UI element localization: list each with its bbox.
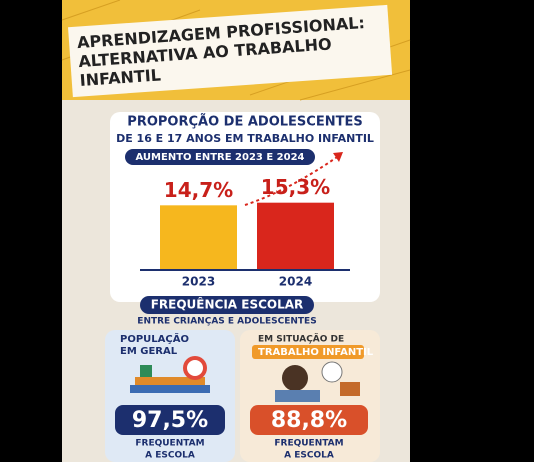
group-value: 97,5%	[132, 408, 208, 433]
group-value: 88,8%	[271, 408, 347, 433]
chart-heading: DE 16 E 17 ANOS EM TRABALHO INFANTIL	[116, 132, 374, 145]
group-caption: A ESCOLA	[284, 451, 334, 461]
value-pill	[250, 405, 368, 435]
trend-arrow	[244, 154, 341, 206]
group-label: EM GERAL	[120, 346, 178, 357]
trend-arrowhead	[333, 152, 343, 162]
worker-illustration	[275, 361, 360, 402]
chart-subtitle: AUMENTO ENTRE 2023 E 2024	[136, 152, 305, 163]
books-illustration	[130, 356, 210, 393]
group-label: POPULAÇÃO	[120, 332, 189, 345]
bar	[257, 202, 334, 270]
attendance-pill	[140, 296, 314, 314]
label-highlight	[252, 345, 364, 359]
title-card: APRENDIZAGEM PROFISSIONAL: ALTERNATIVA A…	[68, 4, 393, 98]
group-label: EM SITUAÇÃO DE	[258, 334, 344, 345]
subtitle-pill	[125, 149, 315, 165]
bar-value-label: 15,3%	[261, 175, 330, 199]
attendance-heading: FREQUÊNCIA ESCOLAR	[151, 297, 304, 312]
chart-heading: PROPORÇÃO DE ADOLESCENTES	[127, 114, 362, 130]
category-label: 2023	[182, 275, 215, 289]
bar	[160, 205, 237, 270]
group-label: TRABALHO INFANTIL	[258, 347, 374, 358]
attendance-subtitle: ENTRE CRIANÇAS E ADOLESCENTES	[137, 317, 316, 327]
bars: 14,7% 2023 15,3% 2024	[160, 175, 334, 289]
category-label: 2024	[279, 275, 312, 289]
title-bg	[68, 4, 393, 98]
bar-value-label: 14,7%	[164, 178, 233, 202]
group-caption: FREQUENTAM	[274, 439, 343, 449]
group-caption: FREQUENTAM	[135, 439, 204, 449]
group-caption: A ESCOLA	[145, 451, 195, 461]
value-pill	[115, 405, 225, 435]
